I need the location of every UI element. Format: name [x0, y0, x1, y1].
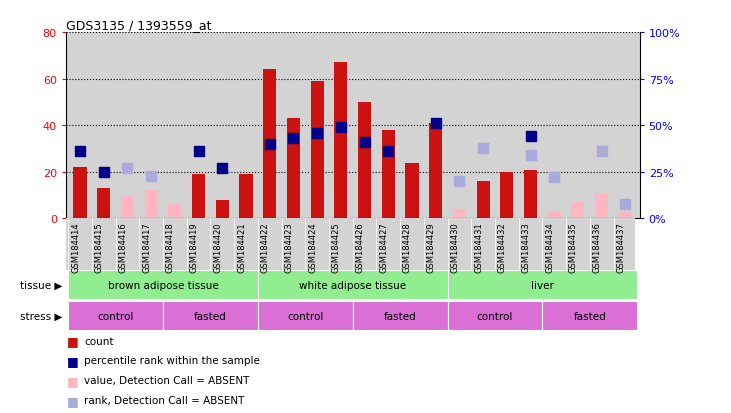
Text: GSM184432: GSM184432 — [498, 221, 507, 272]
Text: GSM184419: GSM184419 — [189, 221, 199, 272]
Text: GSM184429: GSM184429 — [427, 221, 436, 272]
Text: white adipose tissue: white adipose tissue — [299, 280, 406, 290]
Bar — [572, 203, 585, 219]
Bar — [192, 175, 205, 219]
Text: control: control — [97, 311, 134, 321]
Point — [311, 130, 323, 137]
Bar — [334, 63, 347, 219]
Bar — [619, 212, 632, 219]
Text: stress ▶: stress ▶ — [20, 311, 62, 321]
Point — [121, 165, 133, 172]
Bar — [358, 103, 371, 219]
Point — [525, 134, 537, 140]
Point — [287, 135, 299, 142]
Text: control: control — [477, 311, 513, 321]
Text: fasted: fasted — [573, 311, 606, 321]
Bar — [548, 212, 561, 219]
Text: fasted: fasted — [194, 311, 227, 321]
Bar — [240, 175, 252, 219]
Text: GSM184416: GSM184416 — [118, 221, 127, 272]
Text: GSM184423: GSM184423 — [284, 221, 293, 272]
Bar — [542, 301, 637, 330]
Bar — [258, 271, 447, 299]
Point — [193, 149, 205, 155]
Text: value, Detection Call = ABSENT: value, Detection Call = ABSENT — [84, 375, 249, 385]
Bar — [453, 210, 466, 219]
Text: control: control — [287, 311, 324, 321]
Bar — [145, 191, 158, 219]
Point — [359, 140, 371, 146]
Point — [264, 141, 276, 148]
Text: tissue ▶: tissue ▶ — [20, 280, 62, 290]
Point — [596, 149, 607, 155]
Bar — [74, 168, 86, 219]
Bar — [68, 271, 258, 299]
Point — [145, 173, 157, 179]
Text: GSM184426: GSM184426 — [355, 221, 365, 272]
Bar — [447, 301, 542, 330]
Text: percentile rank within the sample: percentile rank within the sample — [84, 356, 260, 366]
Text: GSM184433: GSM184433 — [521, 221, 531, 272]
Point — [453, 178, 465, 185]
Point — [525, 152, 537, 159]
Bar — [429, 123, 442, 219]
Text: fasted: fasted — [384, 311, 417, 321]
Point — [382, 149, 394, 155]
Bar — [406, 163, 419, 219]
Point — [74, 149, 86, 155]
Text: ■: ■ — [67, 334, 79, 347]
Point — [477, 145, 489, 152]
Bar — [97, 189, 110, 219]
Text: GSM184434: GSM184434 — [545, 221, 554, 272]
Text: GSM184421: GSM184421 — [237, 221, 246, 272]
Text: GSM184431: GSM184431 — [474, 221, 483, 272]
Bar — [68, 301, 163, 330]
Point — [620, 201, 632, 207]
Bar — [447, 271, 637, 299]
Text: brown adipose tissue: brown adipose tissue — [107, 280, 219, 290]
Bar — [258, 301, 352, 330]
Text: liver: liver — [531, 280, 554, 290]
Bar — [168, 205, 181, 219]
Bar — [121, 196, 134, 219]
Point — [98, 169, 110, 176]
Text: rank, Detection Call = ABSENT: rank, Detection Call = ABSENT — [84, 395, 244, 405]
Text: count: count — [84, 336, 113, 346]
Text: GSM184420: GSM184420 — [213, 221, 222, 272]
Bar — [382, 131, 395, 219]
Bar — [311, 82, 324, 219]
Bar — [500, 173, 513, 219]
Text: GSM184437: GSM184437 — [616, 221, 626, 272]
Text: GDS3135 / 1393559_at: GDS3135 / 1393559_at — [66, 19, 211, 32]
Text: ■: ■ — [67, 354, 79, 367]
Bar — [287, 119, 300, 219]
Text: GSM184418: GSM184418 — [166, 221, 175, 272]
Text: GSM184417: GSM184417 — [142, 221, 151, 272]
Text: GSM184424: GSM184424 — [308, 221, 317, 272]
Point — [430, 121, 442, 127]
Text: GSM184427: GSM184427 — [379, 221, 388, 272]
Bar — [524, 170, 537, 219]
Text: GSM184436: GSM184436 — [593, 221, 602, 272]
Bar — [352, 301, 447, 330]
Bar — [595, 193, 608, 219]
Bar — [477, 182, 490, 219]
Text: GSM184422: GSM184422 — [261, 221, 270, 272]
Bar — [216, 200, 229, 219]
Bar — [263, 70, 276, 219]
Point — [216, 165, 228, 172]
Text: ■: ■ — [67, 374, 79, 387]
Text: GSM184425: GSM184425 — [332, 221, 341, 272]
Bar — [163, 301, 258, 330]
Text: GSM184430: GSM184430 — [450, 221, 459, 272]
Point — [335, 125, 346, 131]
Text: GSM184414: GSM184414 — [71, 221, 80, 272]
Text: GSM184428: GSM184428 — [403, 221, 412, 272]
Text: GSM184415: GSM184415 — [95, 221, 104, 272]
Text: ■: ■ — [67, 394, 79, 407]
Point — [548, 175, 560, 181]
Text: GSM184435: GSM184435 — [569, 221, 578, 272]
